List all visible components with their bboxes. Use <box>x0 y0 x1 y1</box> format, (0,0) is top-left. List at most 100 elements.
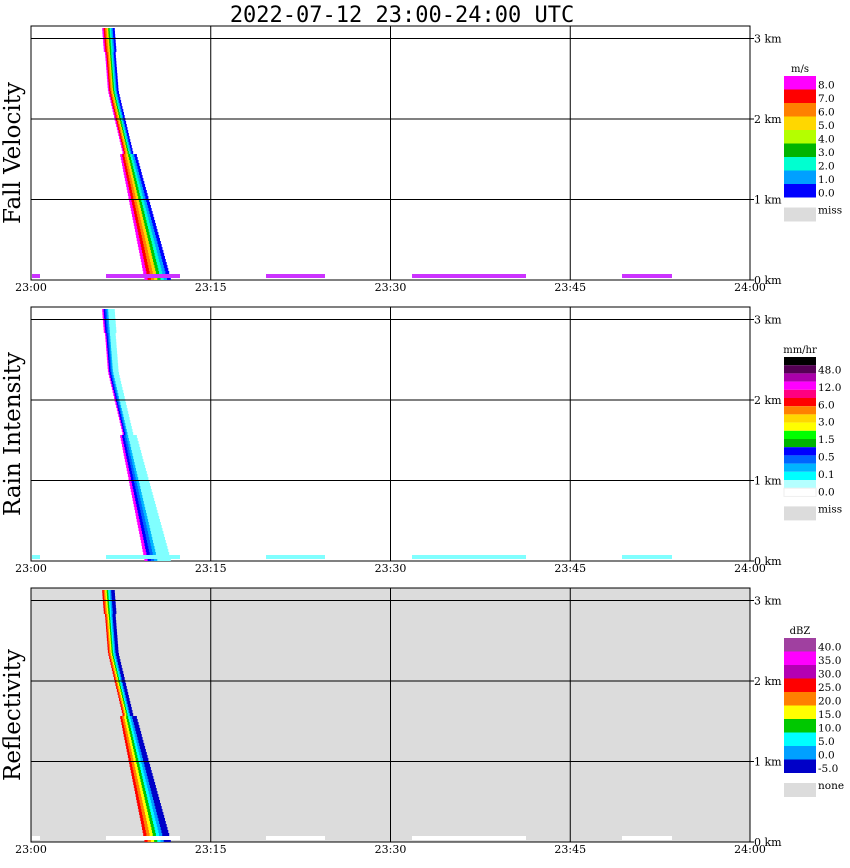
echo-cell <box>153 262 158 265</box>
echo-cell <box>109 653 112 656</box>
echo-cell <box>115 121 118 124</box>
echo-cell <box>139 734 142 737</box>
echo-cell <box>115 674 118 677</box>
echo-cell <box>146 271 151 274</box>
echo-cell <box>150 788 154 791</box>
legend-miss-swatch <box>784 783 816 797</box>
echo-cell <box>111 100 114 103</box>
echo-cell <box>114 632 116 635</box>
echo-cell <box>133 169 137 172</box>
echo-cell <box>109 632 111 635</box>
echo-cell <box>115 91 118 94</box>
echo-cell <box>132 486 136 489</box>
echo-cell <box>135 755 139 758</box>
echo-cell <box>124 405 127 408</box>
legend-label: 3.0 <box>818 417 835 429</box>
echo-cell <box>115 653 118 656</box>
echo-cell <box>122 447 126 450</box>
echo-cell <box>109 61 112 64</box>
echo-cell <box>163 827 168 830</box>
echo-cell <box>135 794 139 797</box>
echo-cell <box>135 456 139 459</box>
echo-cell <box>114 620 117 623</box>
echo-cell <box>140 468 144 471</box>
echo-cell <box>122 417 125 420</box>
echo-cell <box>129 483 133 486</box>
echo-cell <box>121 109 124 112</box>
echo-cell <box>128 444 131 447</box>
echo-cell <box>143 190 147 193</box>
echo-cell <box>129 426 132 429</box>
echo-cell <box>115 369 118 372</box>
echo-cell <box>137 244 142 247</box>
echo-cell <box>143 782 148 785</box>
echo-cell <box>150 540 154 543</box>
echo-cell <box>157 827 162 830</box>
echo-cell <box>125 713 127 716</box>
echo-cell <box>135 791 139 794</box>
echo-cell <box>125 423 128 426</box>
echo-cell <box>111 351 114 354</box>
echo-cell <box>140 196 144 199</box>
legend-miss-label: miss <box>818 205 842 217</box>
echo-cell <box>121 396 124 399</box>
echo-cell <box>120 716 123 719</box>
echo-cell <box>133 220 137 223</box>
echo-cell <box>107 55 110 58</box>
echo-cell <box>115 372 118 375</box>
echo-cell <box>134 776 138 779</box>
echo-cell <box>113 390 116 393</box>
echo-cell <box>133 456 136 459</box>
echo-cell <box>137 175 141 178</box>
echo-cell <box>143 818 147 821</box>
echo-cell <box>149 773 153 776</box>
echo-cell <box>148 241 153 244</box>
echo-cell <box>108 653 111 656</box>
echo-cell <box>128 426 131 429</box>
echo-cell <box>123 169 126 172</box>
echo-cell <box>159 821 163 824</box>
echo-cell <box>144 543 149 546</box>
echo-cell <box>138 232 142 235</box>
echo-cell <box>107 644 110 647</box>
echo-cell <box>151 779 155 782</box>
echo-cell <box>115 354 118 357</box>
echo-cell <box>110 58 113 61</box>
echo-cell <box>118 411 121 414</box>
echo-cell <box>147 486 151 489</box>
echo-cell <box>124 154 127 157</box>
echo-cell <box>123 701 126 704</box>
echo-cell <box>125 701 128 704</box>
echo-cell <box>142 483 146 486</box>
echo-cell <box>143 794 148 797</box>
echo-cell <box>137 214 141 217</box>
echo-cell <box>129 423 132 426</box>
echo-cell <box>110 91 113 94</box>
echo-cell <box>116 387 119 390</box>
echo-cell <box>153 788 157 791</box>
echo-cell <box>128 157 132 160</box>
echo-cell <box>106 638 109 641</box>
echo-cell <box>131 169 135 172</box>
echo-cell <box>151 546 156 549</box>
surface-echo <box>412 274 526 278</box>
echo-cell <box>107 369 110 372</box>
echo-cell <box>120 396 123 399</box>
echo-cell <box>147 824 152 827</box>
echo-cell <box>112 650 115 653</box>
echo-cell <box>154 546 159 549</box>
echo-cell <box>112 345 115 348</box>
echo-cell <box>148 489 152 492</box>
echo-cell <box>143 199 147 202</box>
echo-cell <box>108 620 110 623</box>
echo-cell <box>121 390 124 393</box>
echo-cell <box>117 656 120 659</box>
echo-cell <box>108 629 111 632</box>
echo-cell <box>110 342 113 345</box>
echo-cell <box>108 596 111 599</box>
echo-cell <box>153 519 158 522</box>
echo-cell <box>128 151 131 154</box>
echo-cell <box>123 692 126 695</box>
echo-cell <box>149 782 153 785</box>
echo-cell <box>114 659 117 662</box>
